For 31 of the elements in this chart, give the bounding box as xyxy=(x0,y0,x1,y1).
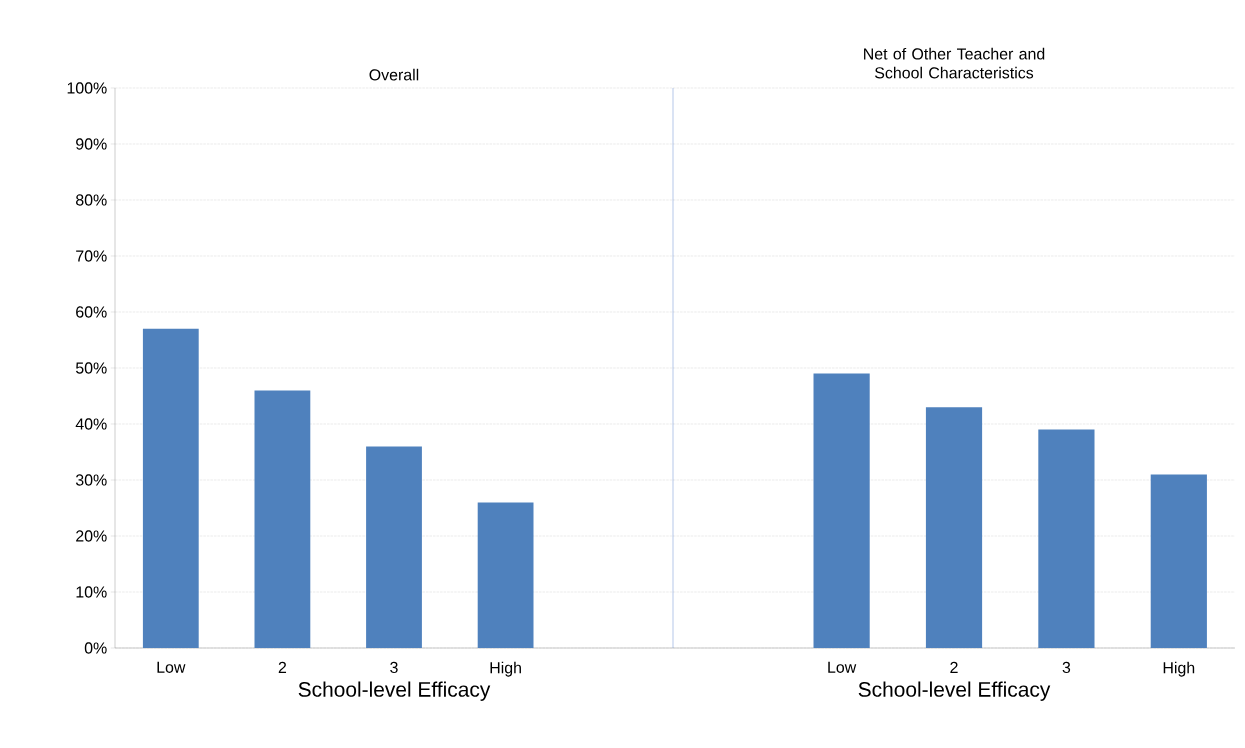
y-tick-label: 50% xyxy=(75,362,107,374)
y-tick-label: 20% xyxy=(76,530,107,542)
x-tick-label: Low xyxy=(157,661,186,673)
x-tick-label: 2 xyxy=(950,661,958,673)
bar xyxy=(1150,474,1207,648)
x-axis-title: School-level Efficacy xyxy=(298,681,491,701)
x-tick-label: 2 xyxy=(278,661,287,673)
bar xyxy=(366,446,422,648)
chart-title: Overall xyxy=(369,68,419,81)
y-tick-label: 40% xyxy=(75,418,107,430)
y-tick-label: 90% xyxy=(76,138,107,150)
bar xyxy=(1038,429,1095,648)
x-tick-label: High xyxy=(1163,661,1195,677)
y-tick-label: 0% xyxy=(84,642,107,654)
y-tick-label: 60% xyxy=(76,306,107,318)
bar xyxy=(254,390,311,648)
bar xyxy=(925,407,983,648)
y-tick-label: 100% xyxy=(67,82,107,94)
x-tick-label: High xyxy=(490,661,521,677)
y-tick-label: 30% xyxy=(75,474,107,486)
x-axis-title: School-level Efficacy xyxy=(858,681,1051,701)
chart-title: Net of Other Teacher and School Characteristics xyxy=(864,47,1045,79)
bar xyxy=(477,502,534,648)
x-tick-label: 3 xyxy=(1062,661,1071,674)
x-tick-label: 3 xyxy=(390,661,398,674)
y-tick-label: 70% xyxy=(76,250,107,262)
y-tick-label: 10% xyxy=(76,586,107,598)
x-tick-label: Low xyxy=(828,661,857,673)
y-tick-label: 80% xyxy=(76,194,107,206)
bar xyxy=(142,328,199,648)
bar xyxy=(813,373,870,648)
